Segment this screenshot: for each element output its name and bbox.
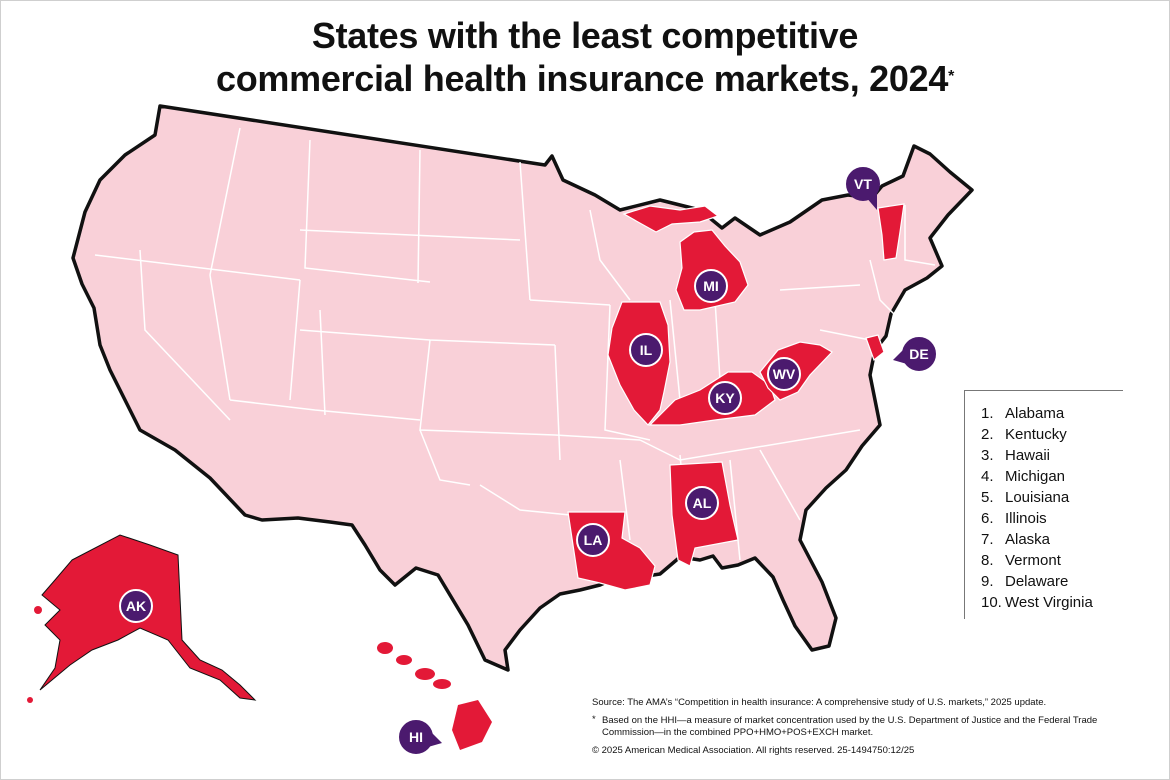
legend-item: 5. Louisiana — [981, 487, 1123, 508]
state-badge-wv: WV — [767, 357, 801, 391]
alaska-island — [27, 697, 33, 703]
legend-state: Delaware — [1005, 573, 1069, 590]
state-badge-il: IL — [629, 333, 663, 367]
state-boundaries — [94, 127, 936, 561]
copyright-note: © 2025 American Medical Association. All… — [592, 745, 915, 756]
legend-item: 9. Delaware — [981, 571, 1123, 592]
badge-circle — [399, 720, 433, 754]
title-line-2: commercial health insurance markets, 202… — [0, 57, 1170, 100]
legend-state: Louisiana — [1005, 489, 1070, 506]
legend-rank: 7. — [981, 531, 994, 548]
legend-state: Michigan — [1005, 468, 1066, 485]
footnote-text: Based on the HHI—a measure of market con… — [602, 715, 1098, 738]
badge-label: AK — [126, 598, 146, 614]
map-title: States with the least competitive commer… — [0, 14, 1170, 100]
badge-circle — [685, 486, 719, 520]
legend-item: 2. Kentucky — [981, 424, 1123, 445]
state-delaware — [865, 334, 885, 361]
legend-state: West Virginia — [1005, 594, 1093, 611]
legend-item: 6. Illinois — [981, 508, 1123, 529]
footnotes: Source: The AMA’s “Competition in health… — [592, 697, 1132, 763]
badge-label: DE — [909, 346, 928, 362]
badge-label: VT — [854, 176, 872, 192]
title-line-2-text: commercial health insurance markets, 202… — [215, 58, 949, 99]
legend-rank: 8. — [981, 552, 994, 569]
badge-label: WV — [773, 366, 796, 382]
state-hawaii — [377, 642, 492, 750]
legend-item: 3. Hawaii — [981, 445, 1123, 466]
rank-legend: 1. Alabama 2. Kentucky 3. Hawaii 4. Michigan 5. L… — [964, 390, 1123, 619]
rank-list: 1. Alabama 2. Kentucky 3. Hawaii 4. Michigan 5. L… — [965, 391, 1123, 613]
badge-label: MI — [703, 278, 719, 294]
badge-label: LA — [584, 532, 603, 548]
hhi-footnote: * Based on the HHI—a measure of market co… — [592, 714, 1132, 739]
badge-circle — [902, 337, 936, 371]
badge-circle — [767, 357, 801, 391]
legend-item: 7. Alaska — [981, 529, 1123, 550]
badge-circle — [708, 381, 742, 415]
legend-rank: 9. — [981, 573, 994, 590]
state-badge-mi: MI — [694, 269, 728, 303]
legend-rank: 2. — [981, 426, 994, 443]
badge-circle — [694, 269, 728, 303]
state-badge-de: DE — [893, 337, 936, 371]
legend-item: 1. Alabama — [981, 403, 1123, 424]
legend-state: Hawaii — [1005, 447, 1051, 464]
legend-state: Illinois — [1005, 510, 1047, 527]
source-note: Source: The AMA’s “Competition in health… — [592, 697, 1047, 708]
legend-rank: 6. — [981, 510, 994, 527]
legend-state: Alabama — [1005, 405, 1065, 422]
state-badge-la: LA — [576, 523, 610, 557]
legend-item: 10. West Virginia — [981, 592, 1123, 613]
state-badge-al: AL — [685, 486, 719, 520]
legend-rank: 3. — [981, 447, 994, 464]
legend-item: 8. Vermont — [981, 550, 1123, 571]
badge-label: KY — [715, 390, 735, 406]
legend-rank: 10. — [981, 594, 1002, 611]
title-line-1: States with the least competitive — [311, 15, 859, 56]
badge-circle — [119, 589, 153, 623]
state-badge-ak: AK — [119, 589, 153, 623]
state-badge-vt: VT — [846, 167, 880, 210]
state-badges: AK HI IL MI KY WV AL LA VT DE — [119, 167, 936, 754]
legend-state: Vermont — [1005, 552, 1061, 569]
legend-rank: 5. — [981, 489, 994, 506]
footnote-marker: * — [592, 714, 596, 725]
badge-label: HI — [409, 729, 423, 745]
badge-circle — [576, 523, 610, 557]
badge-label: IL — [640, 342, 653, 358]
badge-circle — [846, 167, 880, 201]
legend-state: Alaska — [1005, 531, 1051, 548]
legend-item: 4. Michigan — [981, 466, 1123, 487]
legend-rank: 4. — [981, 468, 994, 485]
state-badge-hi: HI — [399, 720, 442, 754]
state-badge-ky: KY — [708, 381, 742, 415]
legend-state: Kentucky — [1005, 426, 1067, 443]
alaska-island — [34, 606, 42, 614]
badge-label: AL — [693, 495, 712, 511]
badge-circle — [629, 333, 663, 367]
legend-rank: 1. — [981, 405, 994, 422]
state-vermont — [877, 203, 905, 261]
title-asterisk: * — [948, 68, 955, 85]
